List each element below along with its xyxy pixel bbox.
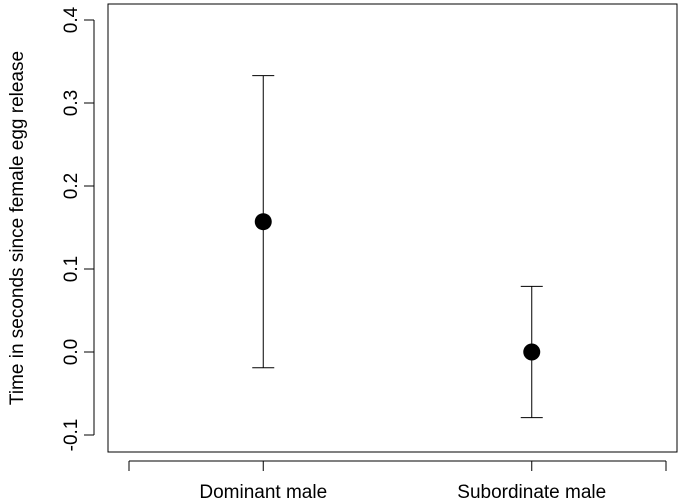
y-tick-label: 0.4 xyxy=(61,6,82,33)
y-axis: -0.1 0.0 0.1 0.2 0.3 0.4 xyxy=(61,6,95,452)
data-point xyxy=(523,343,541,361)
x-tick-label: Subordinate male xyxy=(457,482,606,503)
y-tick-label: 0.2 xyxy=(61,173,82,199)
plot-frame xyxy=(107,3,678,453)
data-point xyxy=(254,213,272,231)
x-tick-label: Dominant male xyxy=(199,482,327,503)
y-tick-label: -0.1 xyxy=(61,419,82,452)
y-tick-label: 0.3 xyxy=(61,90,82,116)
data-marks xyxy=(252,75,543,419)
x-axis: Dominant male Subordinate male xyxy=(128,460,667,503)
y-tick-label: 0.1 xyxy=(61,256,82,282)
y-tick-label: 0.0 xyxy=(61,339,82,365)
y-axis-label: Time in seconds since female egg release xyxy=(7,51,28,405)
